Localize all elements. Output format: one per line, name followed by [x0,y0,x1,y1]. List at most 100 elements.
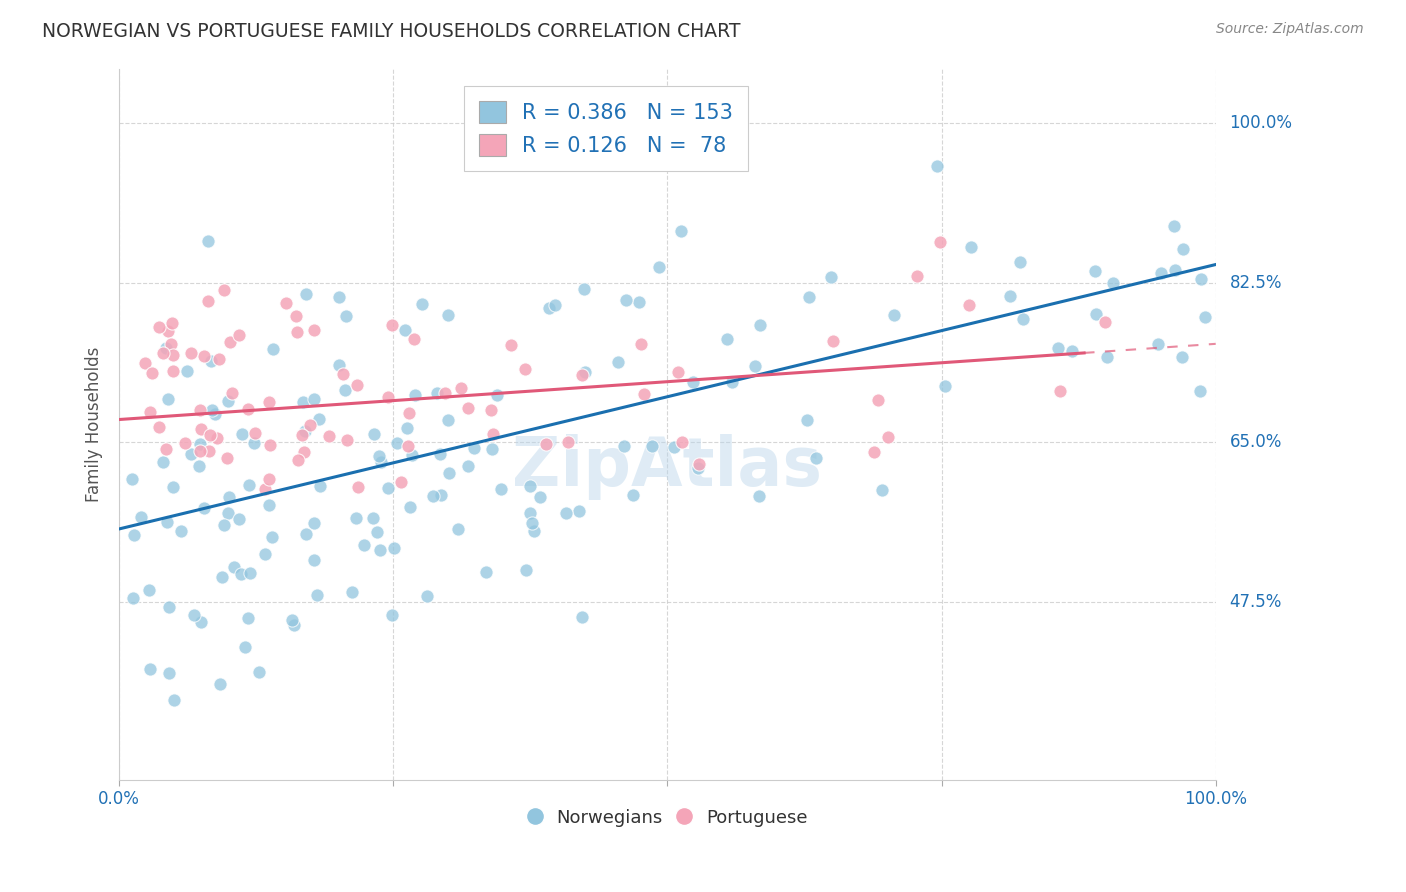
Point [401,449,423,463]
Point [328,290,350,304]
Point [1060,343,1083,358]
Point [328,358,350,372]
Point [957,298,980,312]
Point [929,235,952,250]
Point [336,434,359,448]
Point [139,404,162,418]
Text: ZipAtlas: ZipAtlas [512,434,823,500]
Point [399,500,422,514]
Point [190,403,212,417]
Point [190,422,212,436]
Point [214,518,236,533]
Point [666,365,689,379]
Point [209,676,232,690]
Point [422,489,444,503]
Point [197,234,219,248]
Point [411,297,433,311]
Point [162,692,184,706]
Point [344,510,367,524]
Point [259,472,281,486]
Point [385,436,408,450]
Point [1049,384,1071,399]
Point [318,428,340,442]
Point [332,368,354,382]
Point [686,461,709,475]
Point [274,296,297,310]
Point [138,583,160,598]
Point [170,524,193,538]
Point [148,420,170,434]
Point [820,270,842,285]
Point [157,324,180,338]
Point [260,530,283,544]
Point [205,431,228,445]
Point [176,364,198,378]
Point [302,553,325,567]
Point [292,445,315,459]
Point [404,332,426,346]
Point [162,348,184,362]
Point [1189,272,1212,286]
Point [197,294,219,309]
Point [302,392,325,407]
Point [821,334,844,348]
Point [157,599,180,614]
Point [254,547,277,561]
Point [242,435,264,450]
Point [215,451,238,466]
Point [748,318,770,332]
Point [515,563,537,577]
Point [648,260,671,274]
Point [280,613,302,627]
Point [538,301,561,315]
Point [796,413,818,427]
Point [308,412,330,426]
Point [481,442,503,456]
Point [520,516,543,530]
Point [1171,351,1194,365]
Point [231,567,253,582]
Point [155,442,177,456]
Legend: Norwegians, Portuguese: Norwegians, Portuguese [520,802,814,835]
Point [370,542,392,557]
Point [574,282,596,296]
Point [156,392,179,406]
Point [519,506,541,520]
Point [960,240,983,254]
Point [121,472,143,486]
Point [1102,276,1125,290]
Point [437,466,460,480]
Point [160,316,183,330]
Point [292,395,315,409]
Point [555,506,578,520]
Point [662,440,685,454]
Point [188,444,211,458]
Text: NORWEGIAN VS PORTUGUESE FAMILY HOUSEHOLDS CORRELATION CHART: NORWEGIAN VS PORTUGUESE FAMILY HOUSEHOLD… [42,22,741,41]
Point [188,458,211,473]
Point [806,451,828,466]
Point [404,388,426,402]
Point [544,298,567,312]
Text: 65.0%: 65.0% [1230,434,1282,451]
Point [139,662,162,676]
Point [238,566,260,581]
Point [479,402,502,417]
Point [129,510,152,524]
Point [433,385,456,400]
Point [294,424,316,438]
Point [396,439,419,453]
Point [180,447,202,461]
Point [353,538,375,552]
Point [429,447,451,461]
Text: 100.0%: 100.0% [1230,114,1292,132]
Point [283,618,305,632]
Point [366,524,388,539]
Point [180,346,202,360]
Point [200,353,222,368]
Point [174,435,197,450]
Point [1164,263,1187,277]
Point [1000,289,1022,303]
Point [876,430,898,444]
Point [157,666,180,681]
Text: 82.5%: 82.5% [1230,274,1282,292]
